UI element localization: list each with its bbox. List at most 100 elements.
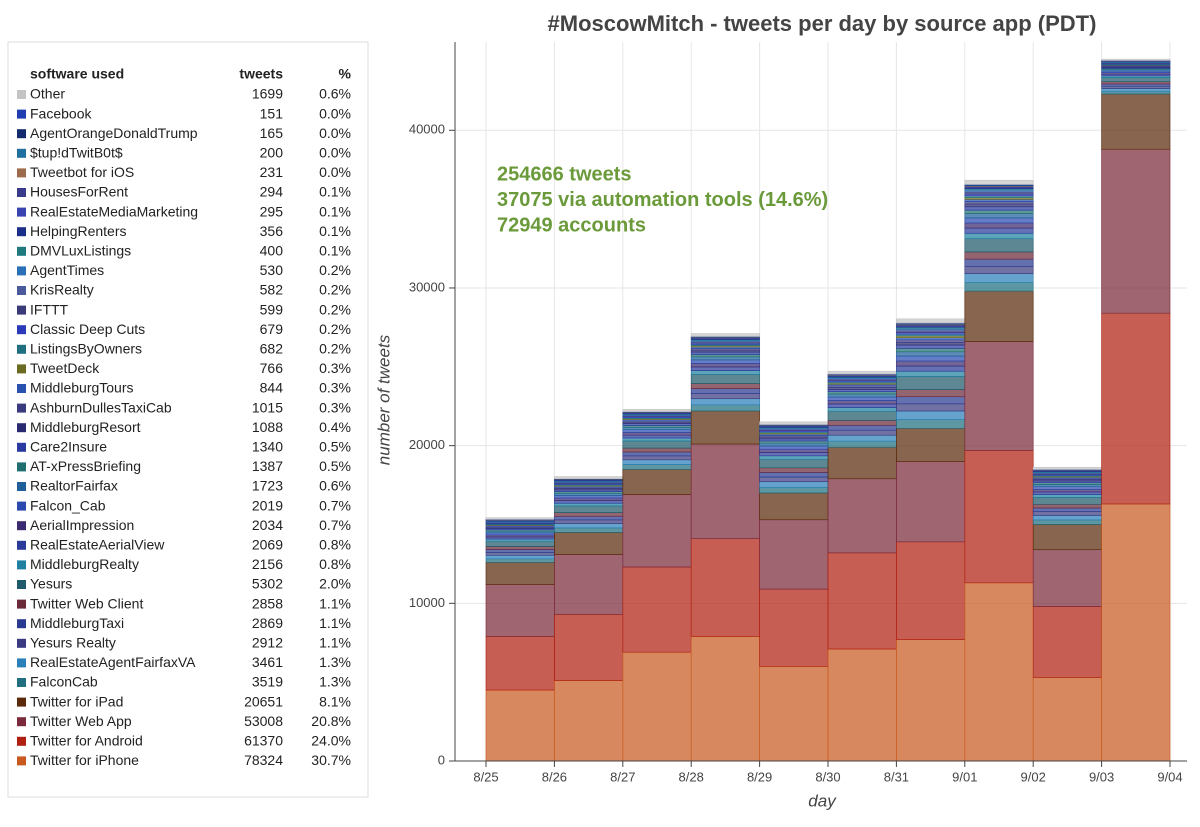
bar-segment [554,527,624,533]
legend-name: Twitter Web Client [30,595,143,611]
bar-segment [690,374,760,384]
bar-segment [1032,677,1102,762]
legend-swatch [17,109,26,119]
legend-name: AgentTimes [30,262,104,278]
bar-segment [827,424,897,431]
bar-segment [759,438,829,442]
bar-segment [485,546,555,550]
bar-segment [485,558,555,563]
bar-segment [485,534,555,538]
bar-segment [896,403,966,412]
legend-name: MiddleburgResort [30,419,141,435]
annotation: 72949 accounts [497,214,646,236]
bar-segment [964,281,1034,292]
legend-swatch [17,246,26,256]
bar-segment [1032,519,1102,525]
legend-tweets: 151 [260,105,284,121]
bar-segment [827,648,897,762]
bar-segment [1101,93,1171,150]
legend-tweets: 679 [260,321,284,337]
legend-tweets: 61370 [244,733,283,749]
bar-segment [622,494,692,568]
bar-segment [1101,90,1171,95]
x-tick-label: 8/26 [542,769,567,784]
bar-segment [964,238,1034,253]
legend-name: RealtorFairfax [30,478,118,494]
bar-segment [690,370,760,375]
bar-segment [485,552,555,556]
bar-segment [485,540,555,547]
legend-percent: 0.8% [319,556,351,572]
legend-swatch [17,560,26,570]
bar-segment [896,410,966,420]
legend-swatch [17,678,26,687]
x-tick-label: 8/27 [610,769,635,784]
legend-tweets: 2858 [252,595,283,611]
legend-percent: 0.0% [319,125,351,141]
legend-percent: 0.1% [319,243,351,259]
legend-swatch [17,325,26,335]
legend-swatch [17,442,26,452]
legend-swatch [17,638,26,648]
bar-segment [554,502,624,507]
x-tick-label: 8/25 [473,769,498,784]
x-tick-label: 9/02 [1021,769,1046,784]
legend-swatch [17,697,26,707]
legend-tweets: 2156 [252,556,283,572]
legend-percent: 1.1% [319,615,351,631]
bar-segment [1032,524,1102,551]
bar-segment [622,651,692,762]
bar-segment [1032,489,1102,493]
bar-segment [827,407,897,412]
bar-segment [485,538,555,542]
legend-header: tweets [239,66,283,82]
legend-percent: 0.7% [319,517,351,533]
bar-segment [1032,491,1102,495]
legend-percent: 0.5% [319,458,351,474]
chart-title: #MoscowMitch - tweets per day by source … [548,11,1097,36]
legend-tweets: 295 [260,203,284,219]
legend-tweets: 400 [260,243,284,259]
legend-swatch [17,90,26,99]
legend-swatch [17,148,26,158]
legend-swatch [17,462,26,472]
legend-percent: 0.8% [319,537,351,553]
bar-segment [1032,507,1102,512]
bar-segment [485,636,555,691]
bar-segment [964,251,1034,260]
bar-segment [554,476,624,479]
legend-header: software used [30,66,124,82]
legend-tweets: 1015 [252,399,283,415]
bar-segment [964,232,1034,239]
bar-segment [896,344,966,349]
legend-tweets: 165 [260,125,284,141]
legend-swatch [17,207,26,217]
legend-swatch [17,658,26,668]
x-tick-label: 9/01 [952,769,977,784]
bar-segment [964,199,1034,202]
legend-percent: 0.2% [319,282,351,298]
legend-tweets: 2912 [252,635,283,651]
bar-segment [1032,503,1102,509]
bar-segment [554,515,624,521]
bar-segment [896,339,966,343]
bar-segment [827,396,897,401]
bar-segment [690,404,760,412]
bar-segment [964,227,1034,234]
legend-swatch [17,540,26,550]
bar-segment [622,464,692,470]
bar-segment [1032,606,1102,678]
bar-segment [759,452,829,457]
bar-segment [485,562,555,585]
legend-percent: 0.7% [319,497,351,513]
bar-segment [1101,58,1171,61]
bar-segment [1032,466,1102,470]
bar-segment [690,366,760,371]
bar-segment [485,532,555,536]
legend-percent: 1.1% [319,635,351,651]
legend-percent: 0.3% [319,380,351,396]
legend-name: Twitter for Android [30,733,143,749]
bar-segment [1101,77,1171,83]
legend-swatch [17,717,26,727]
